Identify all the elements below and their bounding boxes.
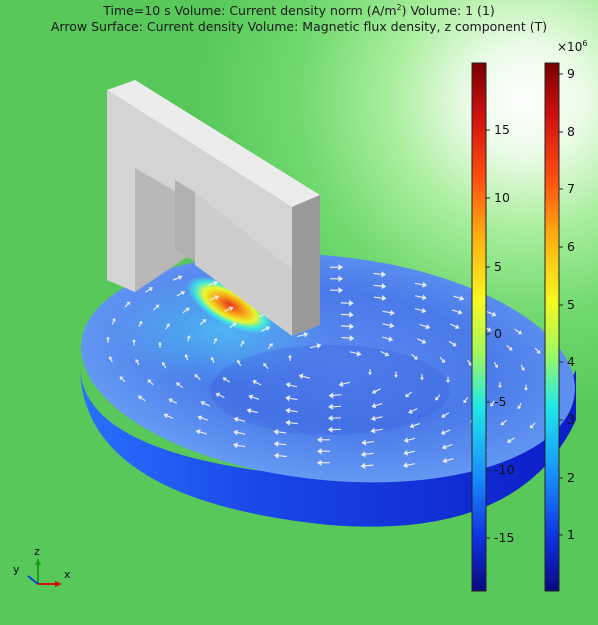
eddy-current-hotspot (186, 276, 274, 334)
colorbar-left-tick-label: 5 (494, 259, 502, 274)
plot-title-line-2: Arrow Surface: Current density Volume: M… (50, 19, 548, 34)
colorbar-right-tick-label: 5 (567, 297, 575, 312)
colorbar-left-tick-label: 10 (494, 190, 510, 205)
exponent-power: 6 (582, 39, 588, 48)
axis-label-x: x (64, 568, 71, 581)
colorbar-magnetic-flux (544, 62, 560, 592)
colorbar-left-tick-label: -5 (494, 394, 507, 409)
colorbar-exponent: ×106 (557, 39, 587, 54)
colorbar-left-tick-label: 15 (494, 122, 510, 137)
colorbar-right-tick-label: 9 (567, 66, 575, 81)
colorbar-left-tick-label: -15 (494, 530, 515, 545)
colorbar-right-tick-label: 2 (567, 470, 575, 485)
colorbar-right-tick-label: 1 (567, 527, 575, 542)
title-prefix: Time=10 s Volume: Current density norm (… (103, 3, 397, 19)
plot-title-line-1: Time=10 s Volume: Current density norm (… (0, 3, 598, 18)
exponent-base: ×10 (557, 40, 583, 54)
colorbar-left-tick-label: 0 (494, 326, 502, 341)
colorbar-right-tick-label: 7 (567, 181, 575, 196)
title-suffix: ) Volume: 1 (1) (401, 3, 495, 19)
colorbar-current-density (471, 62, 487, 592)
axis-label-y: y (13, 563, 20, 576)
title-superscript: 2 (396, 3, 402, 12)
colorbar-right-tick-label: 3 (567, 412, 575, 427)
colorbar-left-tick-label: -10 (494, 462, 515, 477)
colorbar-right-tick-label: 4 (567, 354, 575, 369)
magnet-yoke[interactable] (107, 80, 320, 336)
colorbar-right-tick-label: 6 (567, 239, 575, 254)
axes-triad (27, 558, 62, 587)
axis-label-z: z (34, 545, 40, 558)
colorbar-right-tick-label: 8 (567, 124, 575, 139)
